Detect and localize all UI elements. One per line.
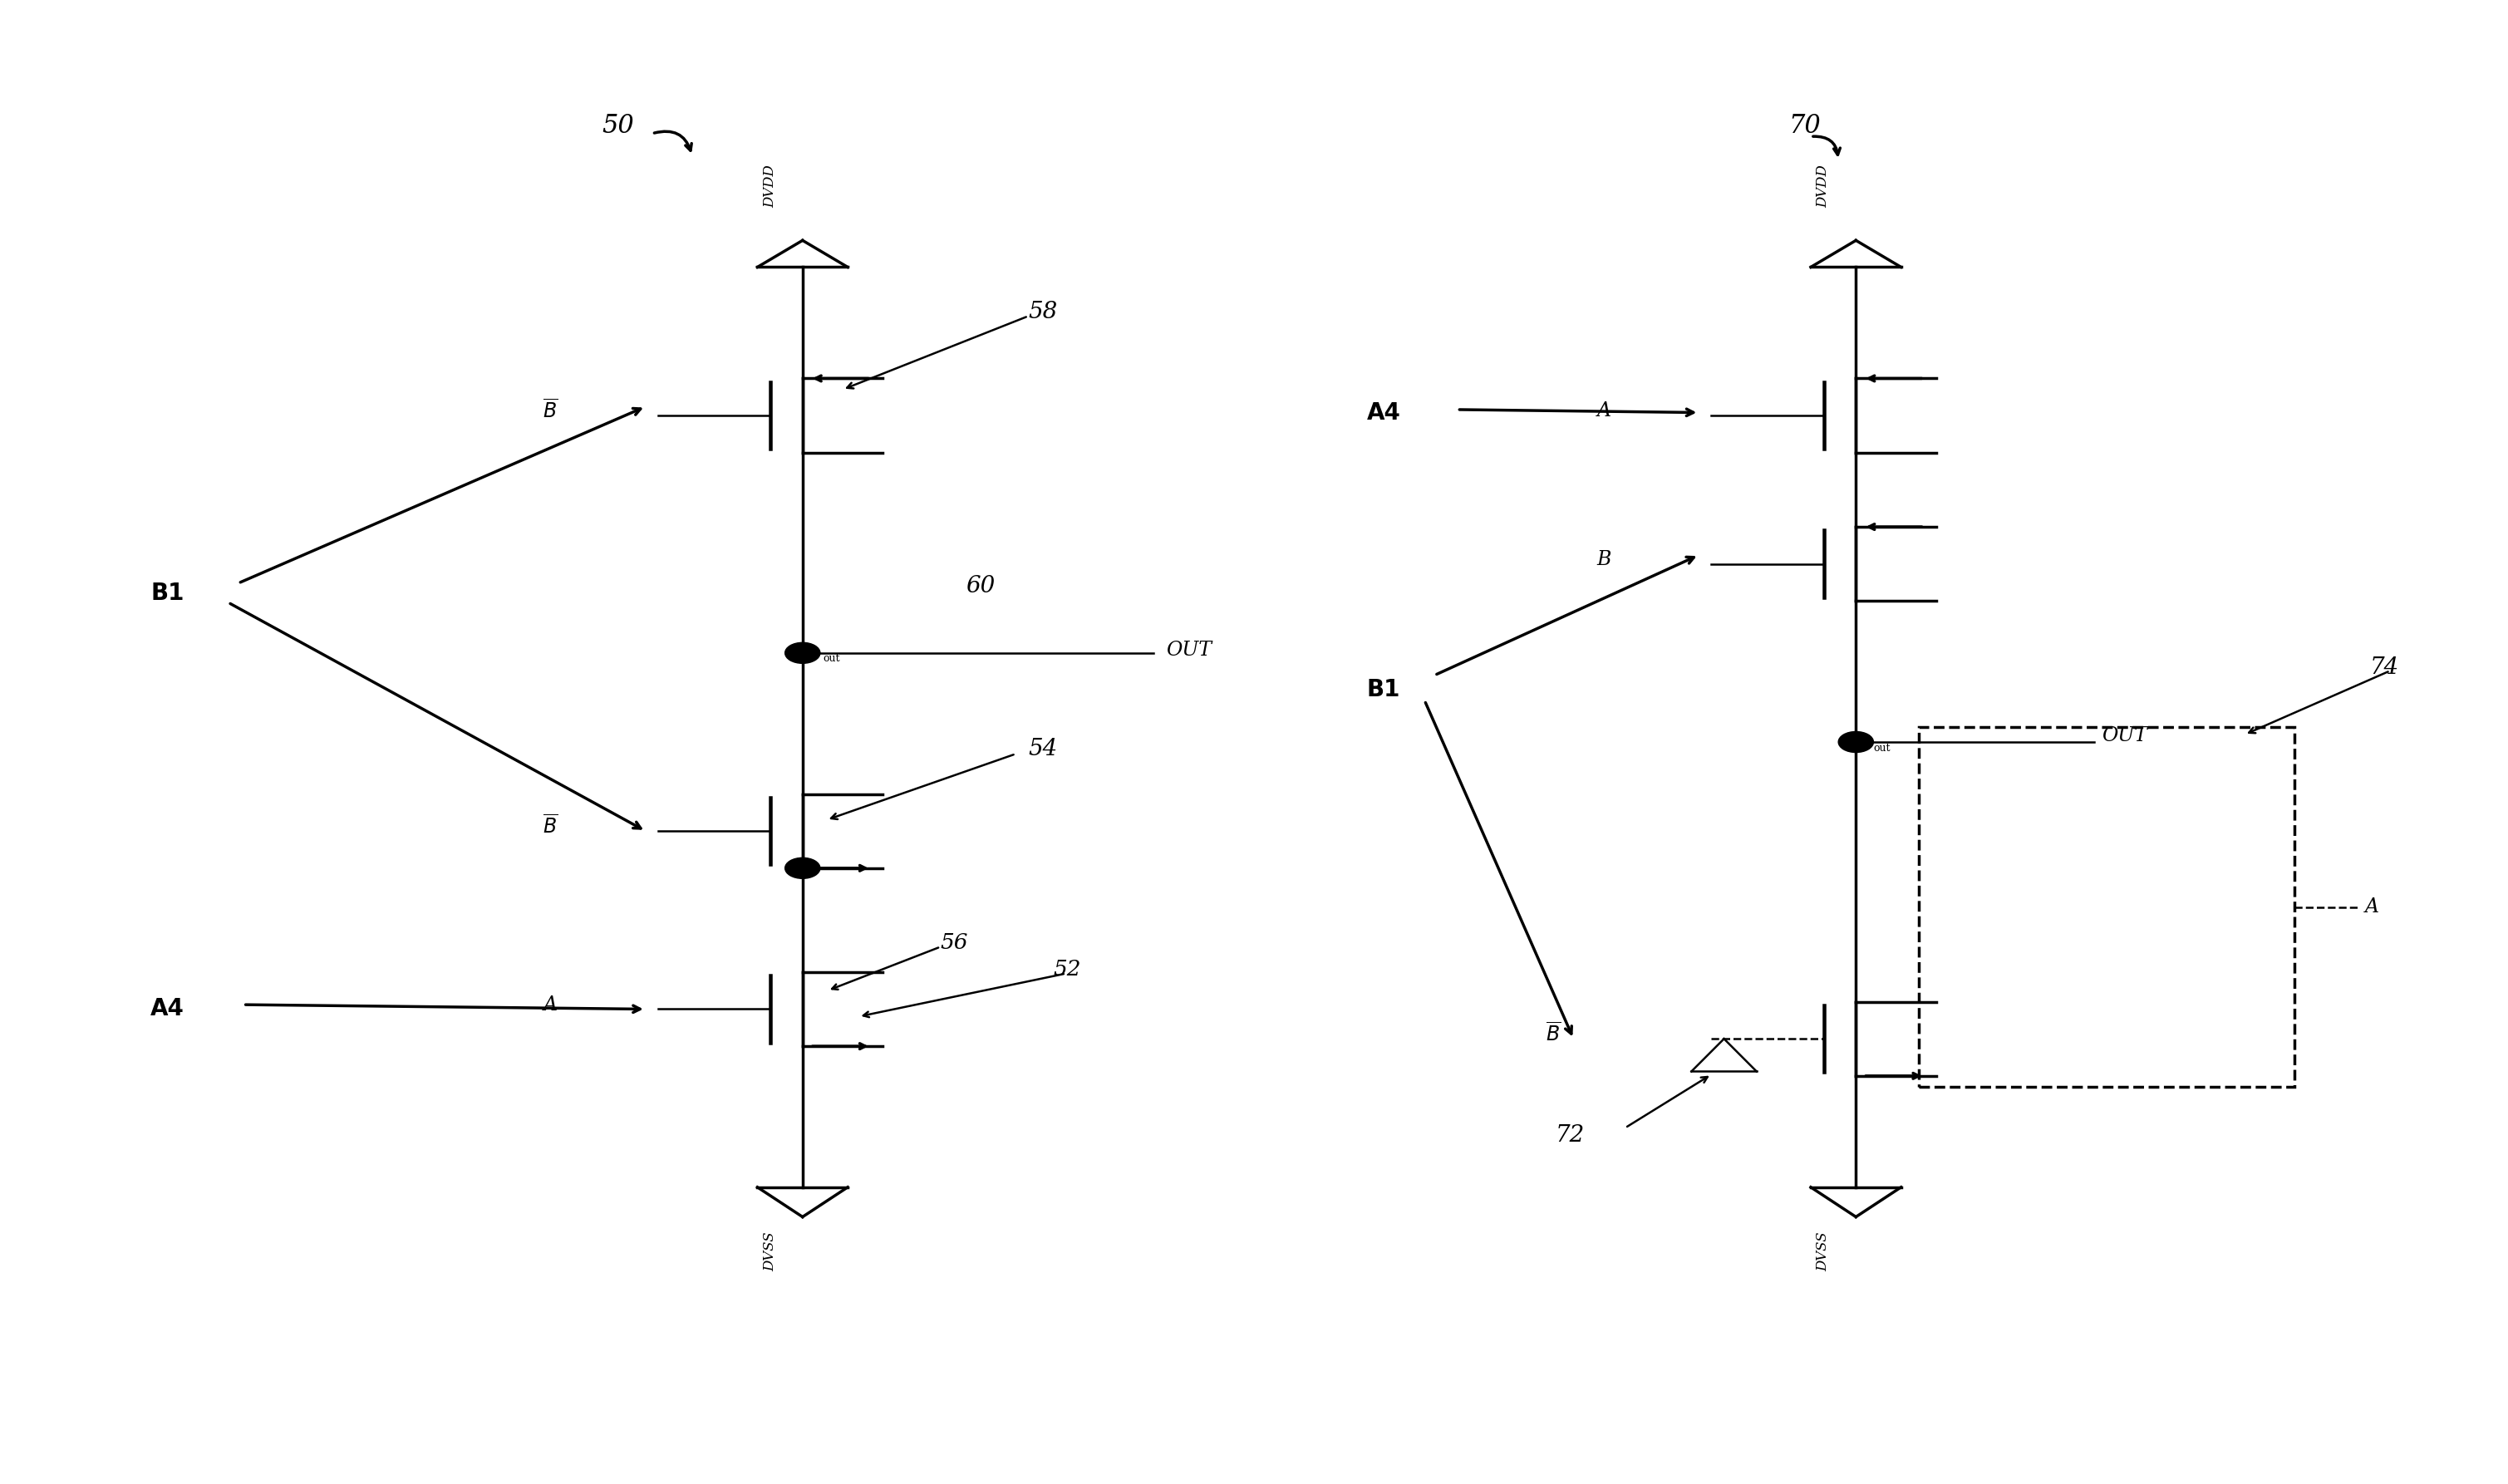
Text: $\overline{B}$: $\overline{B}$	[542, 399, 557, 423]
Text: A: A	[1598, 402, 1610, 420]
Text: 54: 54	[1028, 738, 1058, 761]
Text: B1: B1	[1367, 678, 1399, 702]
Text: 58: 58	[1028, 300, 1058, 324]
Text: A: A	[2365, 898, 2380, 917]
Circle shape	[785, 858, 820, 879]
Text: DVDD: DVDD	[1816, 165, 1831, 208]
Text: B: B	[1598, 551, 1610, 568]
Text: 56: 56	[940, 932, 968, 953]
Circle shape	[785, 643, 820, 663]
Text: 74: 74	[2370, 656, 2400, 680]
Text: B1: B1	[150, 582, 183, 605]
Text: DVDD: DVDD	[762, 165, 777, 208]
Text: $\overline{B}$: $\overline{B}$	[1545, 1022, 1560, 1046]
Text: A: A	[544, 996, 557, 1014]
Text: 72: 72	[1555, 1123, 1585, 1147]
Text: DVSS: DVSS	[762, 1232, 777, 1272]
Text: $\overline{B}$: $\overline{B}$	[542, 815, 557, 838]
Text: 52: 52	[1053, 959, 1081, 979]
Text: 60: 60	[966, 574, 996, 598]
Text: 50: 50	[602, 113, 635, 139]
Text: DVSS: DVSS	[1816, 1232, 1831, 1272]
Text: 70: 70	[1788, 113, 1821, 139]
Text: A4: A4	[1367, 401, 1402, 424]
Circle shape	[1838, 732, 1873, 752]
Text: out: out	[823, 653, 840, 665]
Text: out: out	[1873, 742, 1891, 754]
Text: OUT: OUT	[1166, 641, 1211, 659]
Text: OUT: OUT	[2102, 727, 2147, 745]
Text: A4: A4	[150, 997, 186, 1021]
